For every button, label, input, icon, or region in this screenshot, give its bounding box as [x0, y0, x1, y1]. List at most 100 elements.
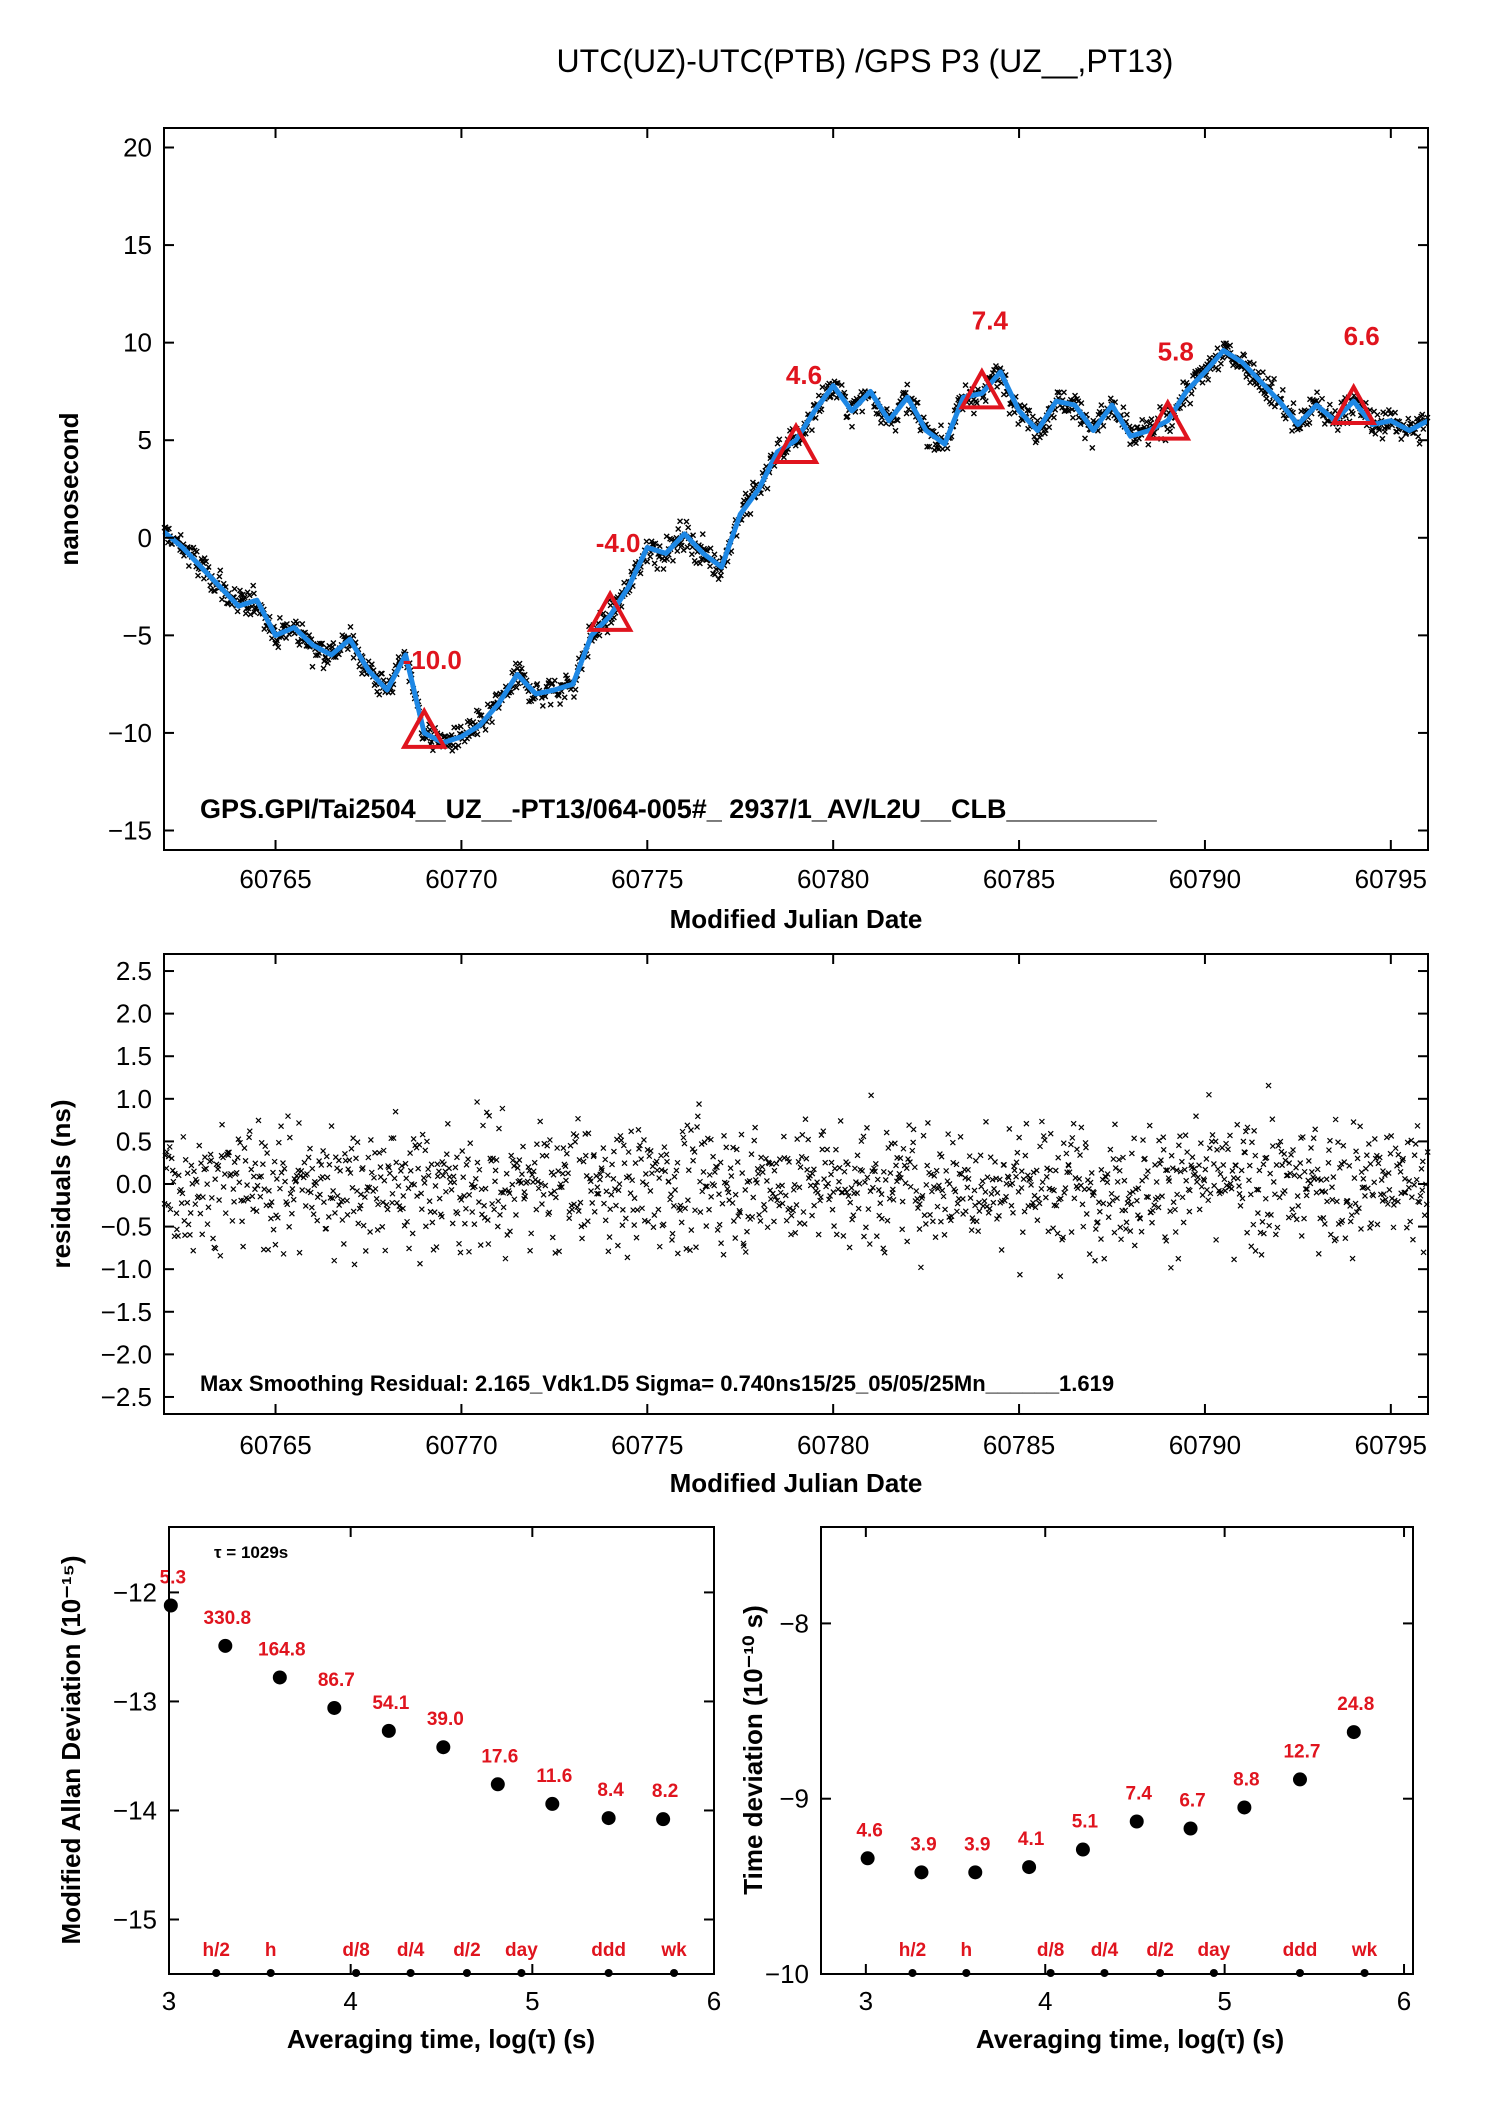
- data-point: [1348, 1212, 1355, 1219]
- data-point: [1249, 1139, 1255, 1146]
- data-point: [1282, 415, 1289, 422]
- data-point: [791, 1181, 798, 1188]
- y-tick-label: 0: [138, 523, 152, 553]
- data-point: [771, 1218, 777, 1225]
- data-point: [1227, 1180, 1234, 1187]
- data-point: [1396, 1161, 1403, 1168]
- data-point: [869, 1184, 876, 1191]
- reference-label: h: [265, 1940, 277, 1961]
- data-point: [619, 1222, 626, 1229]
- data-point: [860, 1133, 867, 1140]
- data-point: [1139, 416, 1146, 423]
- y-tick-label: 1.5: [116, 1041, 152, 1071]
- data-point: [1301, 1215, 1307, 1222]
- data-point: [530, 1168, 537, 1175]
- data-point: [1314, 389, 1321, 396]
- data-point: [1271, 1191, 1278, 1198]
- data-point: [197, 1210, 204, 1217]
- data-point: [892, 427, 899, 434]
- data-point: [842, 1186, 848, 1193]
- data-point: [631, 1195, 638, 1202]
- data-point: [774, 1197, 781, 1204]
- deviation-point: [601, 1811, 616, 1826]
- data-point: [1186, 1187, 1193, 1194]
- data-point: [1258, 1251, 1265, 1258]
- data-point: [448, 731, 455, 738]
- data-point: [587, 1178, 594, 1185]
- data-point: [1420, 426, 1427, 433]
- x-tick-label: 5: [525, 1986, 539, 2016]
- data-point: [233, 1169, 240, 1176]
- data-point: [1394, 1198, 1401, 1205]
- data-point: [938, 1153, 945, 1160]
- data-point: [1242, 1149, 1249, 1156]
- data-point: [796, 1220, 803, 1227]
- data-point: [1092, 1226, 1099, 1232]
- data-point: [1256, 1167, 1263, 1174]
- data-point: [885, 1145, 892, 1151]
- data-point: [1114, 1195, 1120, 1202]
- data-point: [1003, 1193, 1009, 1200]
- data-point: [626, 1173, 632, 1180]
- data-point: [620, 1142, 627, 1149]
- data-point: [845, 1193, 852, 1200]
- data-point: [910, 1139, 917, 1146]
- data-point: [689, 1146, 696, 1152]
- data-point: [596, 1176, 603, 1183]
- data-point: [173, 1226, 180, 1233]
- data-point: [557, 700, 564, 707]
- data-point: [1253, 1186, 1260, 1193]
- data-point: [1141, 1155, 1148, 1162]
- data-point: [1009, 1180, 1016, 1187]
- data-point: [907, 1183, 914, 1190]
- data-point: [1400, 1155, 1407, 1162]
- data-point: [582, 1152, 589, 1159]
- data-point: [679, 1128, 686, 1135]
- data-point: [405, 1185, 412, 1192]
- data-point: [1135, 435, 1142, 442]
- data-point: [482, 1185, 489, 1192]
- data-point: [1198, 1183, 1205, 1190]
- data-point: [641, 1217, 648, 1224]
- data-point: [1368, 1220, 1375, 1227]
- data-point: [1210, 1161, 1217, 1167]
- data-point: [699, 531, 706, 538]
- data-point: [1022, 1152, 1029, 1159]
- y-tick-label: 5: [138, 425, 152, 455]
- data-point: [602, 1217, 609, 1224]
- data-point: [764, 1224, 771, 1231]
- data-point: [1068, 1229, 1075, 1236]
- data-point: [1406, 1178, 1413, 1185]
- data-point: [693, 1244, 699, 1251]
- data-point: [319, 1173, 326, 1180]
- marker-triangle: [1144, 398, 1192, 441]
- data-point: [314, 1217, 321, 1224]
- data-point: [711, 1169, 718, 1175]
- data-point: [656, 1243, 663, 1250]
- data-point: [351, 1261, 358, 1268]
- data-point: [594, 1190, 600, 1197]
- data-point: [533, 1206, 540, 1213]
- data-point: [621, 579, 628, 586]
- data-point: [1030, 1199, 1036, 1206]
- data-point: [822, 1159, 829, 1166]
- data-point: [715, 576, 722, 583]
- data-point: [1063, 1150, 1070, 1157]
- data-point: [242, 1157, 249, 1164]
- data-point: [674, 1159, 681, 1166]
- data-point: [873, 1233, 880, 1240]
- data-point: [1215, 366, 1222, 373]
- data-point: [289, 1186, 296, 1192]
- data-point: [163, 1148, 170, 1155]
- data-point: [273, 637, 280, 644]
- data-point: [1363, 1152, 1370, 1159]
- data-point: [193, 548, 200, 555]
- data-point: [1023, 1120, 1030, 1127]
- data-point: [278, 1123, 285, 1130]
- data-point: [996, 1176, 1003, 1183]
- data-point: [849, 423, 855, 430]
- data-point: [779, 1200, 786, 1207]
- data-point: [1108, 1190, 1115, 1197]
- data-point: [648, 1170, 655, 1177]
- data-point: [920, 1132, 927, 1139]
